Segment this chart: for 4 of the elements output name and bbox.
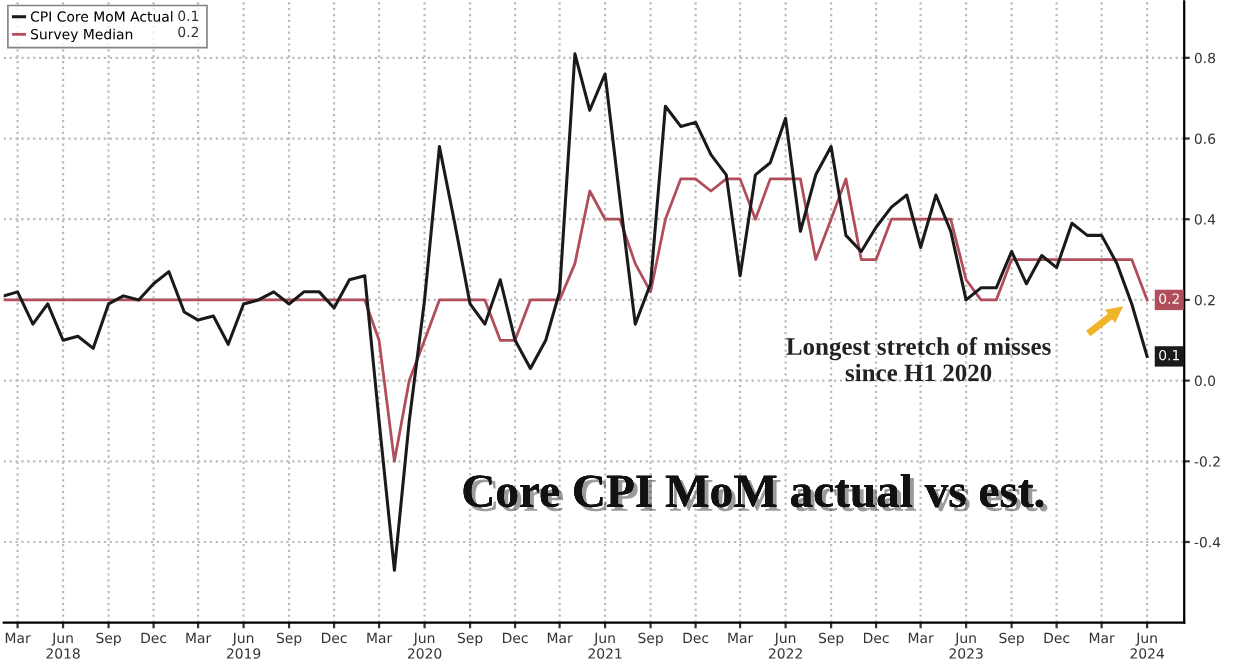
- text: Core CPI MoM actual vs est.: [463, 473, 1048, 512]
- annotation: Longest stretch of misses since H1 2020: [786, 337, 1051, 382]
- line-series: [3, 177, 1149, 463]
- line-series: [3, 52, 1149, 572]
